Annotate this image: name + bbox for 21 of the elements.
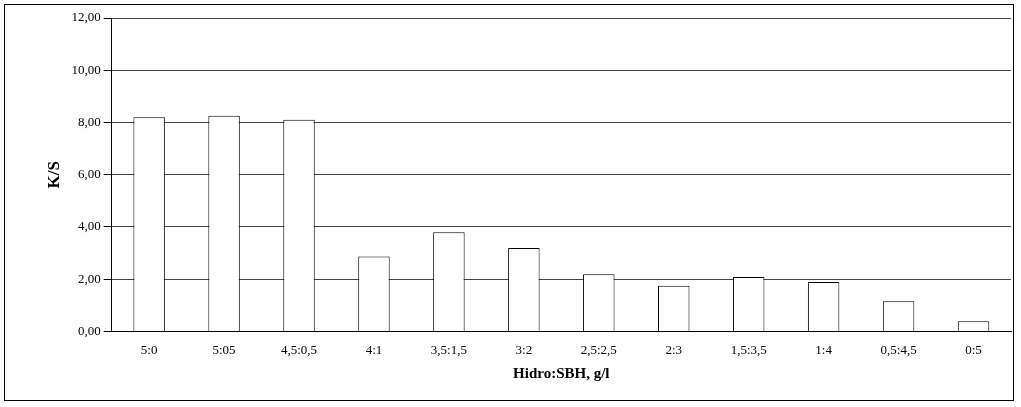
x-tick-label: 1,5:3,5 <box>730 341 767 357</box>
y-tick-label: 2,00 <box>77 270 101 286</box>
y-tick-label: 6,00 <box>77 166 101 182</box>
y-tick-label: 4,00 <box>77 218 101 234</box>
x-tick-label: 0,5:4,5 <box>880 341 917 357</box>
x-tick-label: 1:4 <box>815 341 833 357</box>
x-tick-label: 5:05 <box>212 341 236 357</box>
x-tick-label: 0:5 <box>965 341 982 357</box>
y-tick-label: 8,00 <box>77 113 101 129</box>
x-tick-label: 2,5:2,5 <box>580 341 617 357</box>
x-tick-label: 2:3 <box>665 341 683 357</box>
x-tick-label: 4:1 <box>365 341 383 357</box>
x-tick-label: 5:0 <box>140 341 158 357</box>
y-axis-title: K/S <box>43 161 63 189</box>
x-tick-label: 3:2 <box>515 341 533 357</box>
x-axis-title: Hidro:SBH, g/l <box>513 364 610 381</box>
y-tick-label: 0,00 <box>77 322 101 338</box>
y-tick-label: 10,00 <box>71 61 101 77</box>
x-tick-label: 4,5:0,5 <box>280 341 318 357</box>
y-tick-label: 12,00 <box>71 9 101 25</box>
x-tick-label: 3,5:1,5 <box>430 341 467 357</box>
